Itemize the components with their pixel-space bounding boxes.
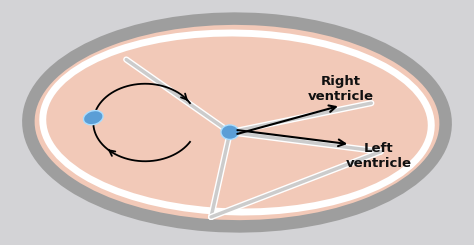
- Ellipse shape: [43, 33, 431, 212]
- Ellipse shape: [28, 19, 446, 226]
- Ellipse shape: [221, 125, 239, 139]
- Ellipse shape: [83, 110, 103, 125]
- Text: Right
ventricle: Right ventricle: [308, 74, 374, 103]
- Text: Left
ventricle: Left ventricle: [346, 142, 411, 171]
